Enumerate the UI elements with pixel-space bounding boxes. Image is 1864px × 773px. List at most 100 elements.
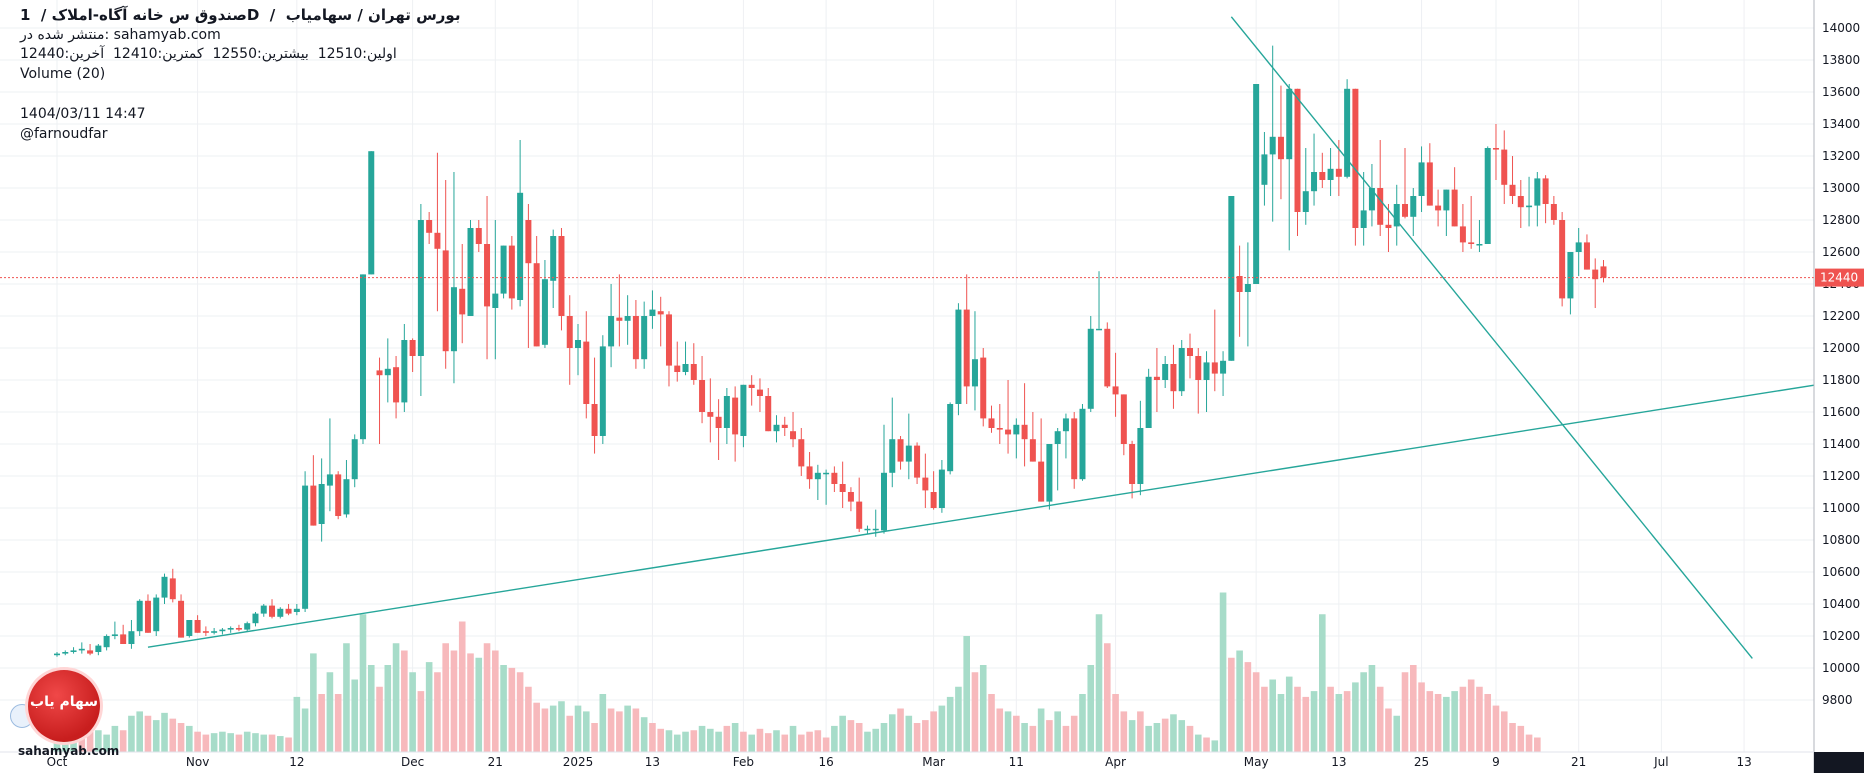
volume-bar [864,731,871,752]
price-tick-label: 9800 [1822,693,1853,707]
volume-bar [301,708,309,752]
candle-body [500,245,507,294]
volume-bars [53,592,1541,752]
candle [219,628,226,635]
candle-body [707,412,714,417]
candle-body [302,485,309,609]
candle-body [1137,428,1144,484]
candle-body [806,466,813,480]
candle-body [1277,136,1284,160]
candle-body [136,600,143,632]
candle [558,228,565,331]
volume-bar [1120,711,1128,752]
candle-body [748,384,755,388]
candle-body [70,650,77,652]
volume-bar [78,736,86,752]
candle-body [202,631,209,633]
candle [1402,148,1409,219]
candle-body [1153,376,1160,380]
candle-body [376,370,383,376]
volume-bar [673,734,681,752]
candle [1071,412,1078,489]
volume-bar [285,737,292,752]
candle [1145,368,1152,428]
candle-body [1013,424,1020,435]
candle [707,378,714,443]
candle-body [1253,84,1260,284]
candle-body [87,650,94,654]
volume-bar [500,665,507,752]
volume-bar [1054,711,1061,752]
volume-bar [1219,592,1227,752]
candle [178,594,185,638]
candle [211,628,218,635]
volume-bar [1277,694,1285,752]
candle-body [244,623,251,630]
candle [591,357,598,454]
candle [434,152,441,312]
candle-body [715,416,722,428]
candle [153,594,160,636]
candle-body [1104,328,1111,387]
price-axis-bg [1814,0,1864,773]
price-tick-label: 13200 [1822,149,1860,163]
candle [1327,148,1334,196]
candle-body [1178,348,1185,392]
volume-bar [1103,643,1111,752]
candle-body [1435,205,1442,211]
candle [732,386,739,462]
candle [847,487,854,512]
candle-body [1583,242,1590,270]
candle [409,338,416,372]
candle [1244,242,1251,347]
candle [1368,164,1375,227]
volume-bar [367,665,375,752]
candles [54,45,1607,657]
candle [467,220,474,316]
time-tick-label: 9 [1492,755,1500,769]
candle [1344,79,1351,179]
candle [475,220,482,252]
candle [1195,348,1202,414]
volume-bar [1095,614,1103,752]
candle-body [773,424,780,432]
candle-body [1327,168,1334,180]
volume-bar [971,672,979,752]
candle [500,245,507,299]
candle [616,274,623,347]
volume-bar [1352,682,1359,752]
candle [1311,133,1318,206]
candle-body [169,578,176,600]
candle-body [467,228,474,316]
volume-bar [334,694,342,752]
candle-body [1096,328,1103,331]
axis-corner [1814,752,1864,773]
candle [980,348,987,427]
volume-bar [86,731,94,752]
candle-body [674,365,681,372]
candle [277,607,284,619]
volume-bar [938,705,946,752]
candle-body [839,484,846,492]
volume-bar [1426,691,1434,752]
candle [260,604,267,617]
candle [1393,184,1400,246]
candle-body [144,600,151,633]
volume-bar [814,730,822,752]
volume-bar [1509,723,1516,752]
candle-body [856,501,863,529]
volume-bar [1128,720,1136,752]
time-tick-label: Apr [1105,755,1126,769]
volume-bar [1310,691,1318,752]
candle [831,466,838,492]
volume-bar [1062,725,1070,752]
candle-body [161,576,168,598]
candle [1286,84,1293,251]
volume-bar [483,643,491,752]
candle-body [1087,328,1094,409]
volume-bar [748,734,755,752]
time-tick-label: Oct [47,755,68,769]
candle-body [1294,88,1301,212]
candle [881,424,887,534]
